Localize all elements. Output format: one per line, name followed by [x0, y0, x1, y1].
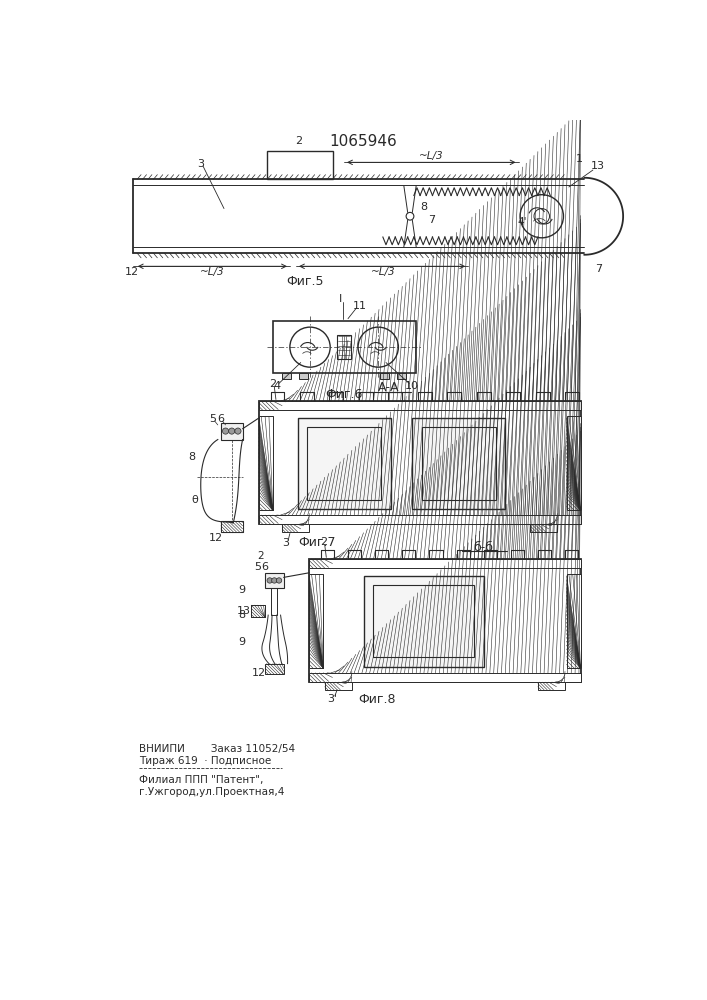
Text: 2: 2: [320, 537, 327, 547]
Bar: [251, 605, 265, 617]
Text: 13: 13: [591, 161, 605, 171]
Text: 3: 3: [283, 538, 289, 548]
Bar: [265, 664, 284, 674]
Bar: [566, 416, 580, 510]
Bar: [538, 682, 565, 690]
Text: 3: 3: [197, 159, 204, 169]
Bar: [307, 427, 381, 500]
Text: 8: 8: [421, 202, 428, 212]
Text: б-б: б-б: [474, 541, 493, 554]
Bar: [282, 524, 309, 532]
Circle shape: [228, 428, 235, 434]
Bar: [298, 418, 391, 509]
Bar: [373, 585, 474, 657]
Text: 12: 12: [252, 668, 266, 678]
Bar: [363, 576, 484, 667]
Text: ~L/3: ~L/3: [370, 267, 395, 277]
Text: 3': 3': [327, 694, 337, 704]
Bar: [566, 574, 580, 668]
Text: 1: 1: [575, 153, 583, 163]
Bar: [397, 373, 406, 379]
Circle shape: [271, 578, 277, 583]
Bar: [221, 521, 232, 532]
Text: 1065946: 1065946: [329, 134, 397, 149]
Text: 5: 5: [210, 414, 216, 424]
Text: 2: 2: [296, 136, 303, 146]
Text: 13: 13: [236, 606, 250, 616]
Text: 11: 11: [353, 301, 367, 311]
Bar: [380, 373, 389, 379]
Bar: [271, 588, 277, 615]
Text: 7: 7: [595, 264, 602, 274]
Text: θ: θ: [191, 495, 198, 505]
Bar: [259, 416, 273, 510]
Bar: [259, 515, 580, 524]
Bar: [337, 335, 351, 359]
Text: 6: 6: [262, 562, 269, 572]
Bar: [309, 559, 580, 568]
Text: Фиг.8: Фиг.8: [358, 693, 396, 706]
Text: Фиг.6: Фиг.6: [325, 388, 363, 401]
Bar: [232, 521, 243, 532]
Bar: [221, 521, 243, 532]
Text: 9: 9: [238, 637, 245, 647]
Text: А-А: А-А: [378, 381, 400, 394]
Bar: [309, 574, 323, 668]
Circle shape: [235, 428, 241, 434]
Text: 2: 2: [257, 551, 264, 561]
Circle shape: [223, 428, 228, 434]
Text: Филиал ППП "Патент",: Филиал ППП "Патент",: [139, 774, 263, 784]
Text: 12: 12: [209, 533, 223, 543]
Text: Фиг.7: Фиг.7: [298, 536, 336, 549]
Bar: [421, 427, 496, 500]
Bar: [221, 423, 243, 440]
Bar: [267, 151, 332, 179]
Text: Фиг.5: Фиг.5: [286, 275, 324, 288]
Bar: [282, 373, 291, 379]
Text: 8: 8: [188, 452, 195, 462]
Text: 2: 2: [269, 379, 276, 389]
Bar: [309, 559, 580, 682]
Text: г.Ужгород,ул.Проектная,4: г.Ужгород,ул.Проектная,4: [139, 787, 284, 797]
Text: I: I: [339, 294, 342, 304]
Text: Тираж 619  · Подписное: Тираж 619 · Подписное: [139, 756, 271, 766]
Text: 6: 6: [217, 414, 224, 424]
Text: 8: 8: [238, 610, 245, 620]
Bar: [299, 373, 308, 379]
Bar: [259, 401, 580, 524]
Text: ~L/3: ~L/3: [200, 267, 225, 277]
Bar: [273, 321, 416, 373]
Bar: [530, 524, 557, 532]
Text: 5: 5: [254, 562, 261, 572]
Text: 9: 9: [238, 585, 245, 595]
Text: 4': 4': [518, 217, 527, 227]
Circle shape: [267, 578, 272, 583]
Text: ~L/3: ~L/3: [419, 151, 443, 161]
Text: 7: 7: [428, 215, 436, 225]
Bar: [259, 401, 580, 410]
Circle shape: [276, 578, 281, 583]
Text: 4: 4: [273, 381, 280, 391]
Text: 10: 10: [404, 381, 419, 391]
Bar: [265, 573, 284, 588]
Text: 12: 12: [124, 267, 139, 277]
Bar: [309, 673, 580, 682]
Text: ВНИИПИ        Заказ 11052/54: ВНИИПИ Заказ 11052/54: [139, 744, 295, 754]
Bar: [251, 605, 265, 617]
Bar: [412, 418, 506, 509]
Bar: [325, 682, 352, 690]
